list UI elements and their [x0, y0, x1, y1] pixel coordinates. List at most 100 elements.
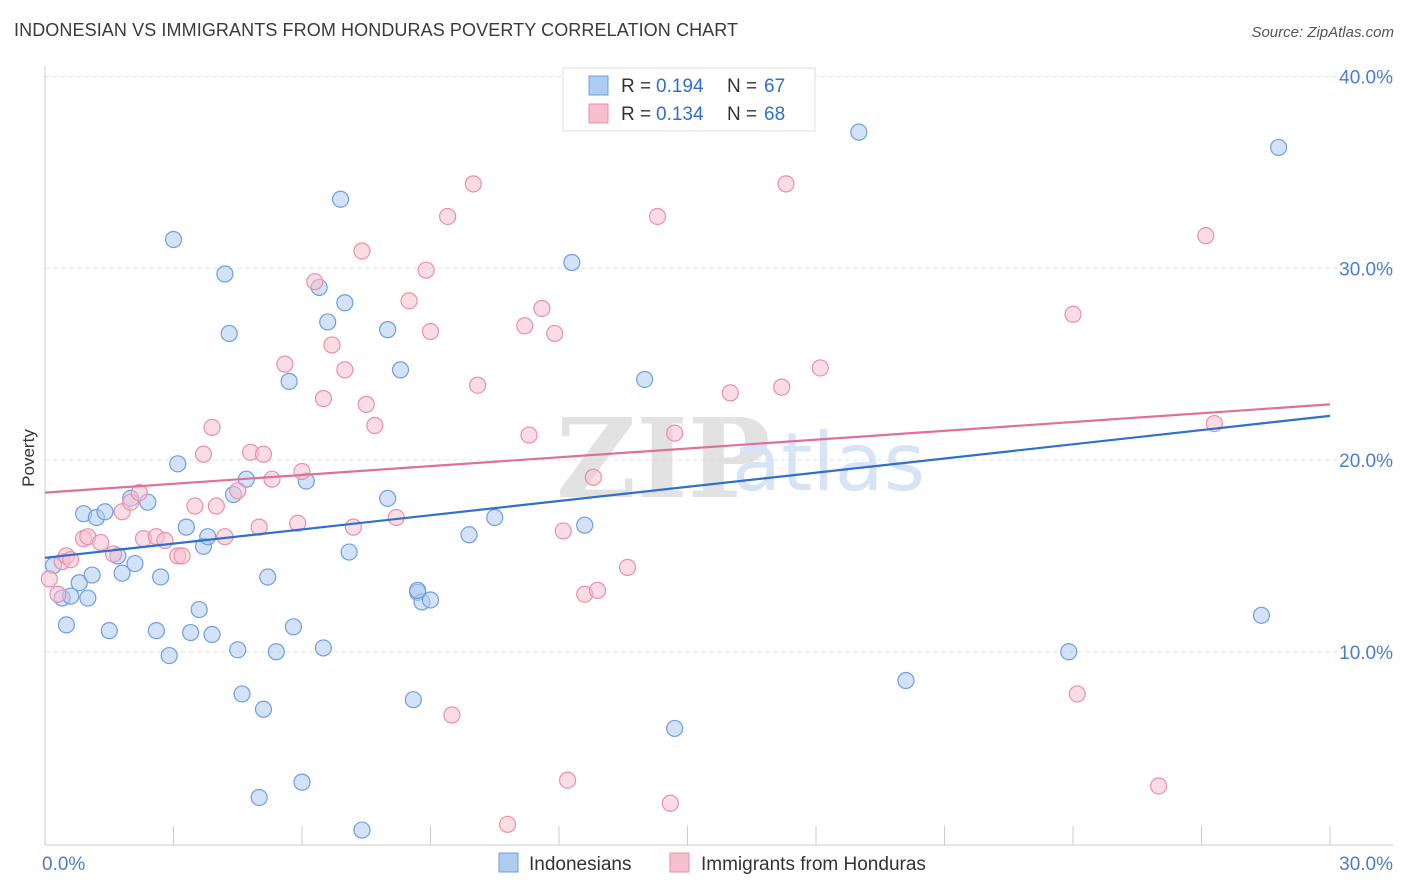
legend-r-value-2: 0.134	[656, 104, 704, 125]
indonesians-point-45	[340, 543, 358, 561]
indonesians-point-42	[319, 313, 337, 331]
indonesians-point-37	[284, 618, 303, 636]
y-axis-label: Poverty	[19, 429, 38, 487]
indonesians-point-8	[96, 503, 114, 521]
indonesians-point-62	[1060, 643, 1078, 661]
legend-n-value-2: 68	[764, 104, 785, 125]
indonesians-point-20	[177, 518, 195, 536]
bottom-legend-label-indonesians: Indonesians	[529, 854, 631, 875]
honduras-point-11	[130, 483, 148, 502]
honduras-point-51	[554, 522, 572, 540]
honduras-point-42	[439, 207, 457, 226]
axes	[44, 66, 1393, 846]
honduras-point-8	[104, 545, 123, 563]
honduras-point-50	[546, 324, 564, 343]
legend-n-value-1: 67	[764, 76, 785, 97]
honduras-point-0	[40, 570, 58, 588]
honduras-point-66	[1150, 777, 1168, 795]
honduras-point-48	[520, 426, 538, 444]
y-tick-label-3: 40.0%	[1339, 68, 1393, 89]
honduras-point-33	[336, 361, 354, 379]
honduras-point-62	[777, 175, 795, 193]
indonesians-point-53	[421, 591, 440, 609]
honduras-point-30	[306, 273, 324, 291]
indonesians-point-61	[897, 671, 915, 690]
indonesians-point-2	[57, 616, 76, 634]
honduras-point-37	[366, 416, 384, 435]
honduras-point-55	[584, 468, 602, 486]
indonesians-point-63	[1252, 606, 1271, 624]
honduras-point-64	[1064, 305, 1082, 323]
grid-lines	[45, 76, 1393, 653]
honduras-point-31	[314, 390, 333, 408]
honduras-point-63	[811, 359, 829, 377]
indonesians-point-47	[379, 321, 397, 339]
y-tick-label-2: 30.0%	[1339, 259, 1393, 280]
indonesians-point-58	[636, 370, 654, 389]
honduras-point-67	[1197, 227, 1215, 245]
honduras-point-45	[469, 376, 487, 394]
indonesians-point-36	[280, 372, 298, 390]
indonesians-point-49	[391, 361, 410, 379]
legend-r-label-1: R =	[621, 76, 651, 97]
indonesians-point-66	[79, 589, 97, 607]
trend-lines	[44, 403, 1331, 559]
indonesians-point-46	[353, 821, 371, 839]
indonesians-point-6	[83, 566, 101, 584]
indonesians-point-27	[220, 324, 238, 343]
indonesians-point-55	[486, 508, 504, 527]
watermark-atlas: atlas	[732, 416, 925, 509]
honduras-point-56	[618, 558, 637, 576]
bottom-legend-swatch-blue	[498, 852, 519, 873]
indonesians-point-28	[229, 641, 247, 659]
indonesians-point-50	[404, 691, 422, 709]
indonesians-point-38	[293, 773, 311, 791]
trend-line-honduras	[44, 403, 1331, 494]
indonesians-point-65	[409, 581, 427, 599]
honduras-point-35	[353, 242, 371, 260]
honduras-point-19	[203, 418, 221, 437]
indonesians-point-15	[147, 622, 165, 640]
watermark: ZIP atlas	[556, 394, 925, 523]
honduras-point-28	[289, 514, 307, 532]
x-tick-label-max: 30.0%	[1339, 854, 1393, 875]
chart-source: Source: ZipAtlas.com	[1251, 24, 1394, 41]
honduras-point-22	[229, 482, 247, 500]
legend-n-label-2: N =	[727, 104, 757, 125]
indonesians-point-32	[250, 788, 268, 807]
honduras-point-65	[1068, 685, 1086, 703]
honduras-point-59	[666, 424, 684, 442]
honduras-point-58	[661, 794, 679, 812]
indonesians-point-4	[70, 574, 88, 592]
honduras-point-32	[323, 336, 341, 354]
indonesians-point-18	[164, 230, 183, 249]
honduras-point-54	[588, 581, 607, 599]
y-tick-label-1: 20.0%	[1339, 451, 1393, 472]
honduras-point-41	[421, 322, 440, 341]
legend-r-value-1: 0.194	[656, 76, 704, 97]
indonesians-point-29	[233, 685, 251, 703]
indonesians-point-57	[576, 516, 594, 534]
indonesians-point-44	[336, 294, 354, 312]
honduras-point-36	[357, 395, 375, 413]
indonesians-point-12	[126, 554, 144, 573]
indonesians-point-25	[203, 625, 221, 644]
honduras-point-44	[464, 175, 482, 193]
indonesians-point-22	[190, 600, 208, 619]
legend-swatch-pink	[588, 103, 609, 124]
chart-title: INDONESIAN VS IMMIGRANTS FROM HONDURAS P…	[14, 20, 739, 40]
indonesians-point-43	[331, 190, 350, 208]
indonesians-point-9	[100, 622, 118, 640]
indonesians-point-56	[563, 253, 581, 272]
series-honduras-points	[40, 175, 1223, 833]
honduras-point-7	[92, 533, 110, 552]
honduras-point-18	[194, 445, 213, 463]
indonesians-point-41	[314, 639, 333, 657]
legend-n-label-1: N =	[727, 76, 757, 97]
honduras-point-16	[173, 547, 191, 565]
indonesians-point-17	[160, 646, 178, 665]
y-tick-label-0: 10.0%	[1339, 643, 1393, 664]
honduras-point-60	[721, 384, 739, 402]
honduras-point-52	[558, 771, 577, 789]
